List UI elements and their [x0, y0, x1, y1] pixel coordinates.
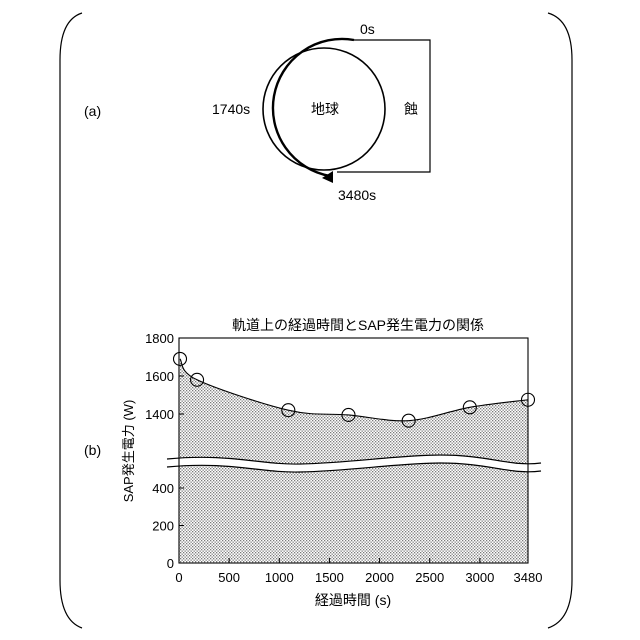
x-tick-label: 3480: [514, 570, 543, 585]
y-tick-label: 1600: [145, 369, 174, 384]
orbit-arrow-icon: [322, 171, 333, 183]
right-bracket: [548, 13, 572, 628]
y-tick-label: 0: [167, 556, 174, 571]
x-tick-label: 500: [218, 570, 240, 585]
x-tick-label: 1000: [265, 570, 294, 585]
y-tick-label: 400: [152, 481, 174, 496]
y-tick-label: 1800: [145, 331, 174, 346]
panel-a-label: (a): [84, 103, 101, 119]
x-axis-label: 経過時間 (s): [315, 592, 391, 608]
time-0s-label: 0s: [360, 21, 375, 37]
y-tick-label: 200: [152, 519, 174, 534]
y-tick-label: 1400: [145, 407, 174, 422]
eclipse-label: 蝕: [404, 101, 418, 117]
left-bracket: [60, 13, 82, 628]
x-tick-label: 2500: [415, 570, 444, 585]
chart-title: 軌道上の経過時間とSAP発生電力の関係: [232, 317, 484, 333]
panel-b-label: (b): [84, 442, 101, 458]
y-axis-ticks: 0 200 400 1400 1600 1800: [145, 331, 184, 571]
time-1740s-label: 1740s: [212, 101, 250, 117]
y-axis-label: SAP発生電力 (W): [121, 400, 136, 503]
time-3480s-label: 3480s: [338, 187, 376, 203]
earth-label: 地球: [311, 101, 339, 117]
x-tick-label: 0: [175, 570, 182, 585]
panel-a: (a) 地球 蝕 0s 1740s 3480s: [84, 21, 430, 203]
x-tick-label: 2000: [365, 570, 394, 585]
x-tick-label: 3000: [465, 570, 494, 585]
chart: 軌道上の経過時間とSAP発生電力の関係 05001000150020002500…: [121, 317, 542, 608]
x-tick-label: 1500: [315, 570, 344, 585]
